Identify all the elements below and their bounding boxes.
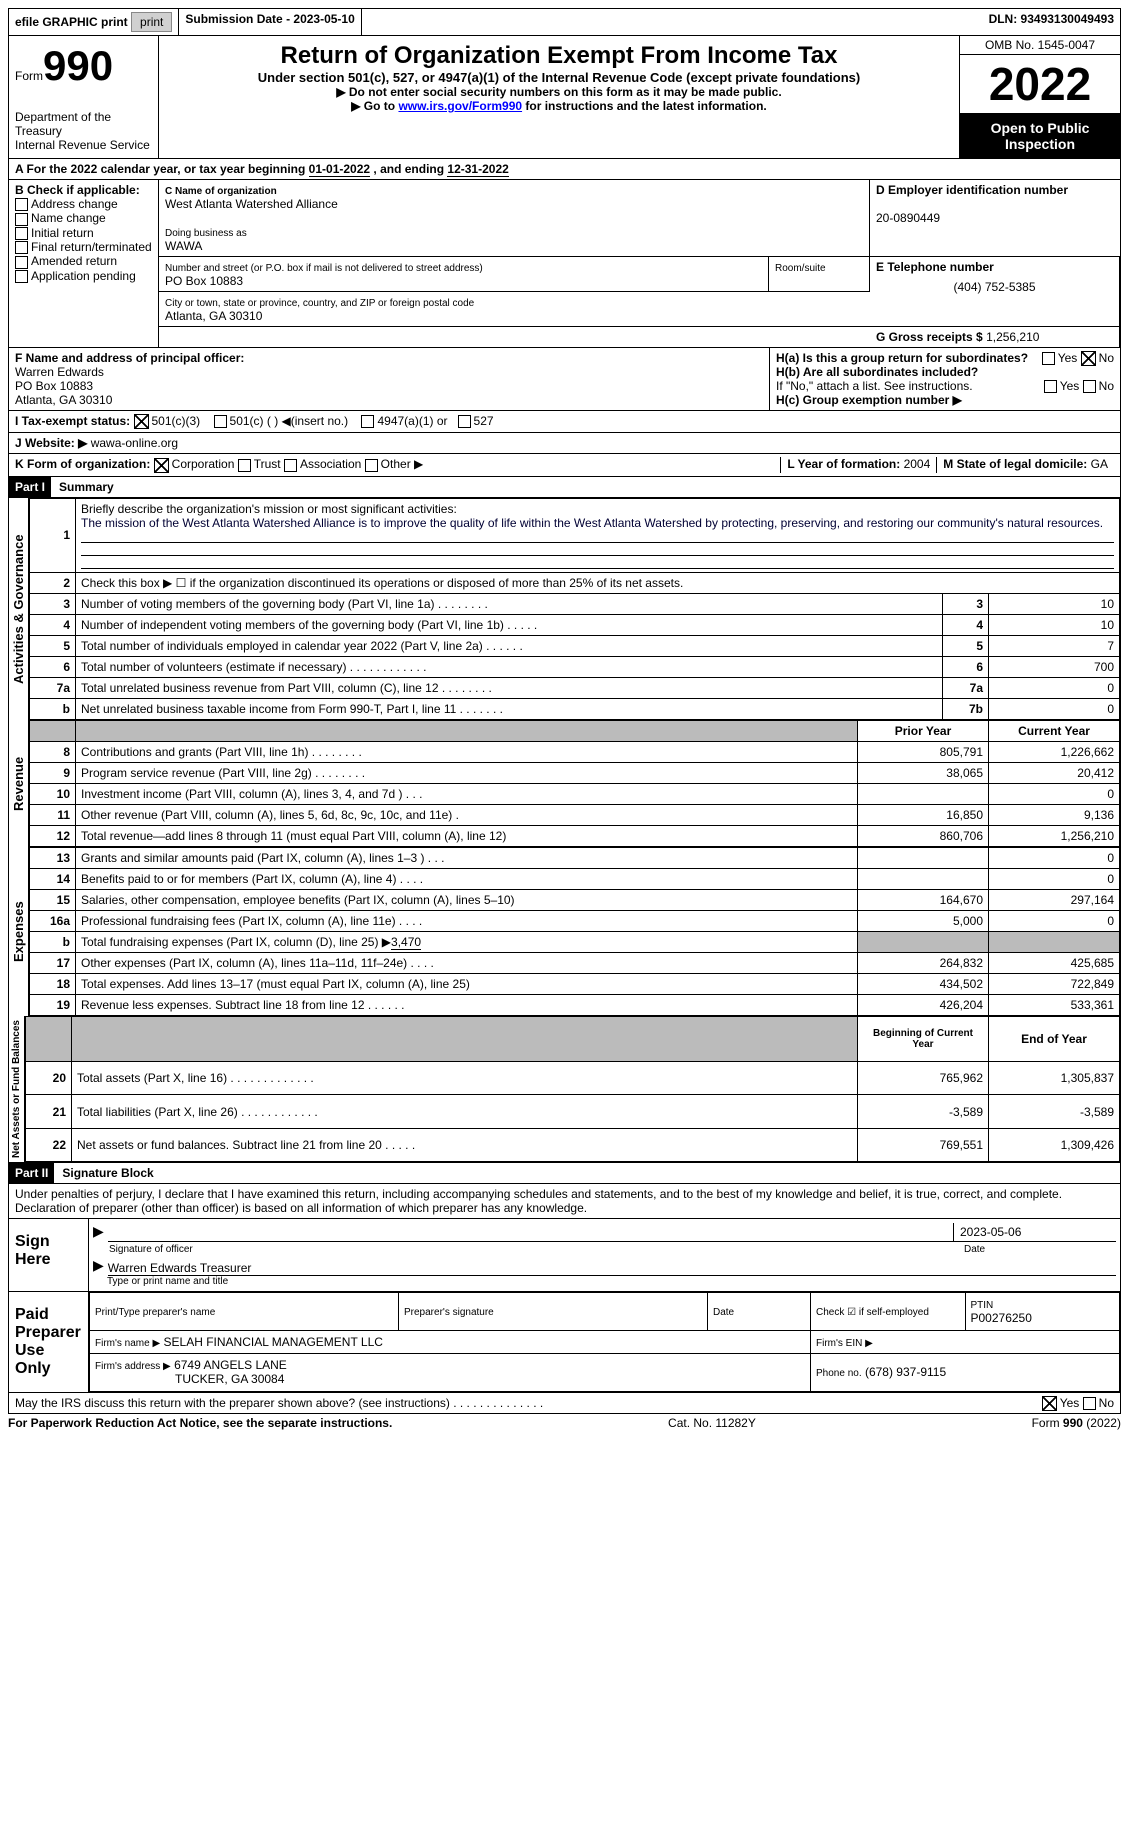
may-no[interactable] xyxy=(1083,1397,1096,1410)
part2-hdr: Part II xyxy=(9,1163,54,1183)
cb-trust[interactable] xyxy=(238,459,251,472)
dept: Department of the Treasury xyxy=(15,110,152,138)
org-name: West Atlanta Watershed Alliance xyxy=(165,197,338,211)
D-label: D Employer identification number xyxy=(876,183,1068,197)
website: wawa-online.org xyxy=(87,436,178,450)
efile-label: efile GRAPHIC print xyxy=(15,15,128,29)
cb-501c[interactable] xyxy=(214,415,227,428)
cb-app[interactable] xyxy=(15,270,28,283)
omb: OMB No. 1545-0047 xyxy=(960,36,1120,55)
open-to-public: Open to Public Inspection xyxy=(960,114,1120,158)
part2-title: Signature Block xyxy=(54,1163,161,1183)
cb-501c3[interactable] xyxy=(134,414,149,429)
cb-name[interactable] xyxy=(15,213,28,226)
C-label: C Name of organization xyxy=(165,186,277,197)
street: PO Box 10883 xyxy=(165,274,243,288)
E-label: E Telephone number xyxy=(876,260,994,274)
subtitle3: ▶ Go to www.irs.gov/Form990 for instruct… xyxy=(165,99,953,113)
side-net: Net Assets or Fund Balances xyxy=(9,1016,25,1162)
ha-no[interactable] xyxy=(1081,351,1096,366)
side-revenue: Revenue xyxy=(9,720,29,847)
phone: (404) 752-5385 xyxy=(876,280,1113,294)
cb-assoc[interactable] xyxy=(284,459,297,472)
hb-no[interactable] xyxy=(1083,380,1096,393)
cb-amended[interactable] xyxy=(15,256,28,269)
form-title: Return of Organization Exempt From Incom… xyxy=(165,42,953,70)
cb-4947[interactable] xyxy=(361,415,374,428)
part1-title: Summary xyxy=(51,477,122,497)
sign-here: Sign Here ▶2023-05-06 Signature of offic… xyxy=(8,1219,1121,1292)
section-BCD: B Check if applicable: Address change Na… xyxy=(8,180,1121,348)
cb-address[interactable] xyxy=(15,198,28,211)
summary-netassets: Net Assets or Fund Balances Beginning of… xyxy=(8,1016,1121,1163)
form-word: Form xyxy=(15,69,43,83)
form-header: Form990 Department of the Treasury Inter… xyxy=(8,36,1121,159)
may-discuss: May the IRS discuss this return with the… xyxy=(8,1393,1121,1414)
line-I: I Tax-exempt status: 501(c)(3) 501(c) ( … xyxy=(8,411,1121,433)
officer-name: Warren Edwards xyxy=(15,365,104,379)
irs-link[interactable]: www.irs.gov/Form990 xyxy=(398,99,522,113)
F-label: F Name and address of principal officer: xyxy=(15,351,244,365)
cb-final[interactable] xyxy=(15,241,28,254)
summary-expenses: Expenses 13Grants and similar amounts pa… xyxy=(8,847,1121,1016)
form-990: 990 xyxy=(43,42,113,89)
part1-hdr: Part I xyxy=(9,477,51,497)
section-FH: F Name and address of principal officer:… xyxy=(8,348,1121,411)
line-A: A For the 2022 calendar year, or tax yea… xyxy=(8,159,1121,180)
gross-receipts: 1,256,210 xyxy=(986,330,1039,344)
mission: The mission of the West Atlanta Watershe… xyxy=(81,516,1103,530)
hb-yes[interactable] xyxy=(1044,380,1057,393)
cb-corp[interactable] xyxy=(154,458,169,473)
summary-activities: Activities & Governance 1Briefly describ… xyxy=(8,498,1121,720)
top-bar: efile GRAPHIC print print Submission Dat… xyxy=(8,8,1121,36)
tax-year: 2022 xyxy=(960,55,1120,114)
paid-preparer: Paid Preparer Use Only Print/Type prepar… xyxy=(8,1292,1121,1393)
print-button[interactable]: print xyxy=(131,12,172,32)
dln: DLN: 93493130049493 xyxy=(983,9,1120,35)
footer: For Paperwork Reduction Act Notice, see … xyxy=(8,1414,1121,1430)
summary-revenue: Revenue Prior YearCurrent Year 8Contribu… xyxy=(8,720,1121,847)
ein: 20-0890449 xyxy=(876,211,940,225)
dba: WAWA xyxy=(165,239,202,253)
B-label: B Check if applicable: xyxy=(15,183,140,197)
submission-date: Submission Date - 2023-05-10 xyxy=(179,9,361,35)
may-yes[interactable] xyxy=(1042,1396,1057,1411)
subtitle1: Under section 501(c), 527, or 4947(a)(1)… xyxy=(165,70,953,85)
officer-addr2: Atlanta, GA 30310 xyxy=(15,393,112,407)
dba-label: Doing business as xyxy=(165,228,247,239)
side-activities: Activities & Governance xyxy=(9,498,29,720)
cb-527[interactable] xyxy=(458,415,471,428)
line-J: J Website: ▶ wawa-online.org xyxy=(8,433,1121,454)
declaration: Under penalties of perjury, I declare th… xyxy=(8,1184,1121,1219)
officer-addr1: PO Box 10883 xyxy=(15,379,93,393)
side-expenses: Expenses xyxy=(9,847,29,1016)
ha-yes[interactable] xyxy=(1042,352,1055,365)
subtitle2: ▶ Do not enter social security numbers o… xyxy=(165,85,953,99)
cb-initial[interactable] xyxy=(15,227,28,240)
cb-other[interactable] xyxy=(365,459,378,472)
irs: Internal Revenue Service xyxy=(15,138,152,152)
city: Atlanta, GA 30310 xyxy=(165,309,262,323)
line-KLM: K Form of organization: Corporation Trus… xyxy=(8,454,1121,476)
